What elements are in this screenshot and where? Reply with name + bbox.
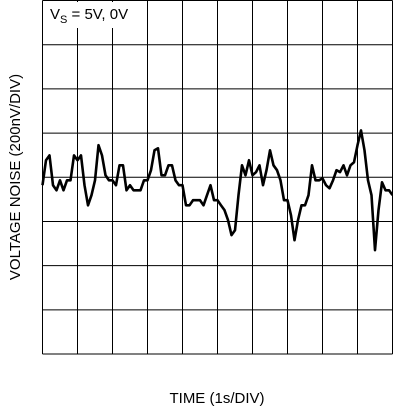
annotation-main: V	[50, 6, 60, 23]
annotation-sub: S	[60, 14, 67, 26]
annotation-rest: = 5V, 0V	[67, 6, 128, 23]
y-axis-label: VOLTAGE NOISE (200nV/DIV)	[7, 74, 24, 280]
annotation-background	[46, 2, 118, 28]
x-axis-label: TIME (1s/DIV)	[169, 390, 264, 407]
noise-trace	[41, 129, 393, 252]
annotation: VS = 5V, 0V	[50, 6, 128, 26]
